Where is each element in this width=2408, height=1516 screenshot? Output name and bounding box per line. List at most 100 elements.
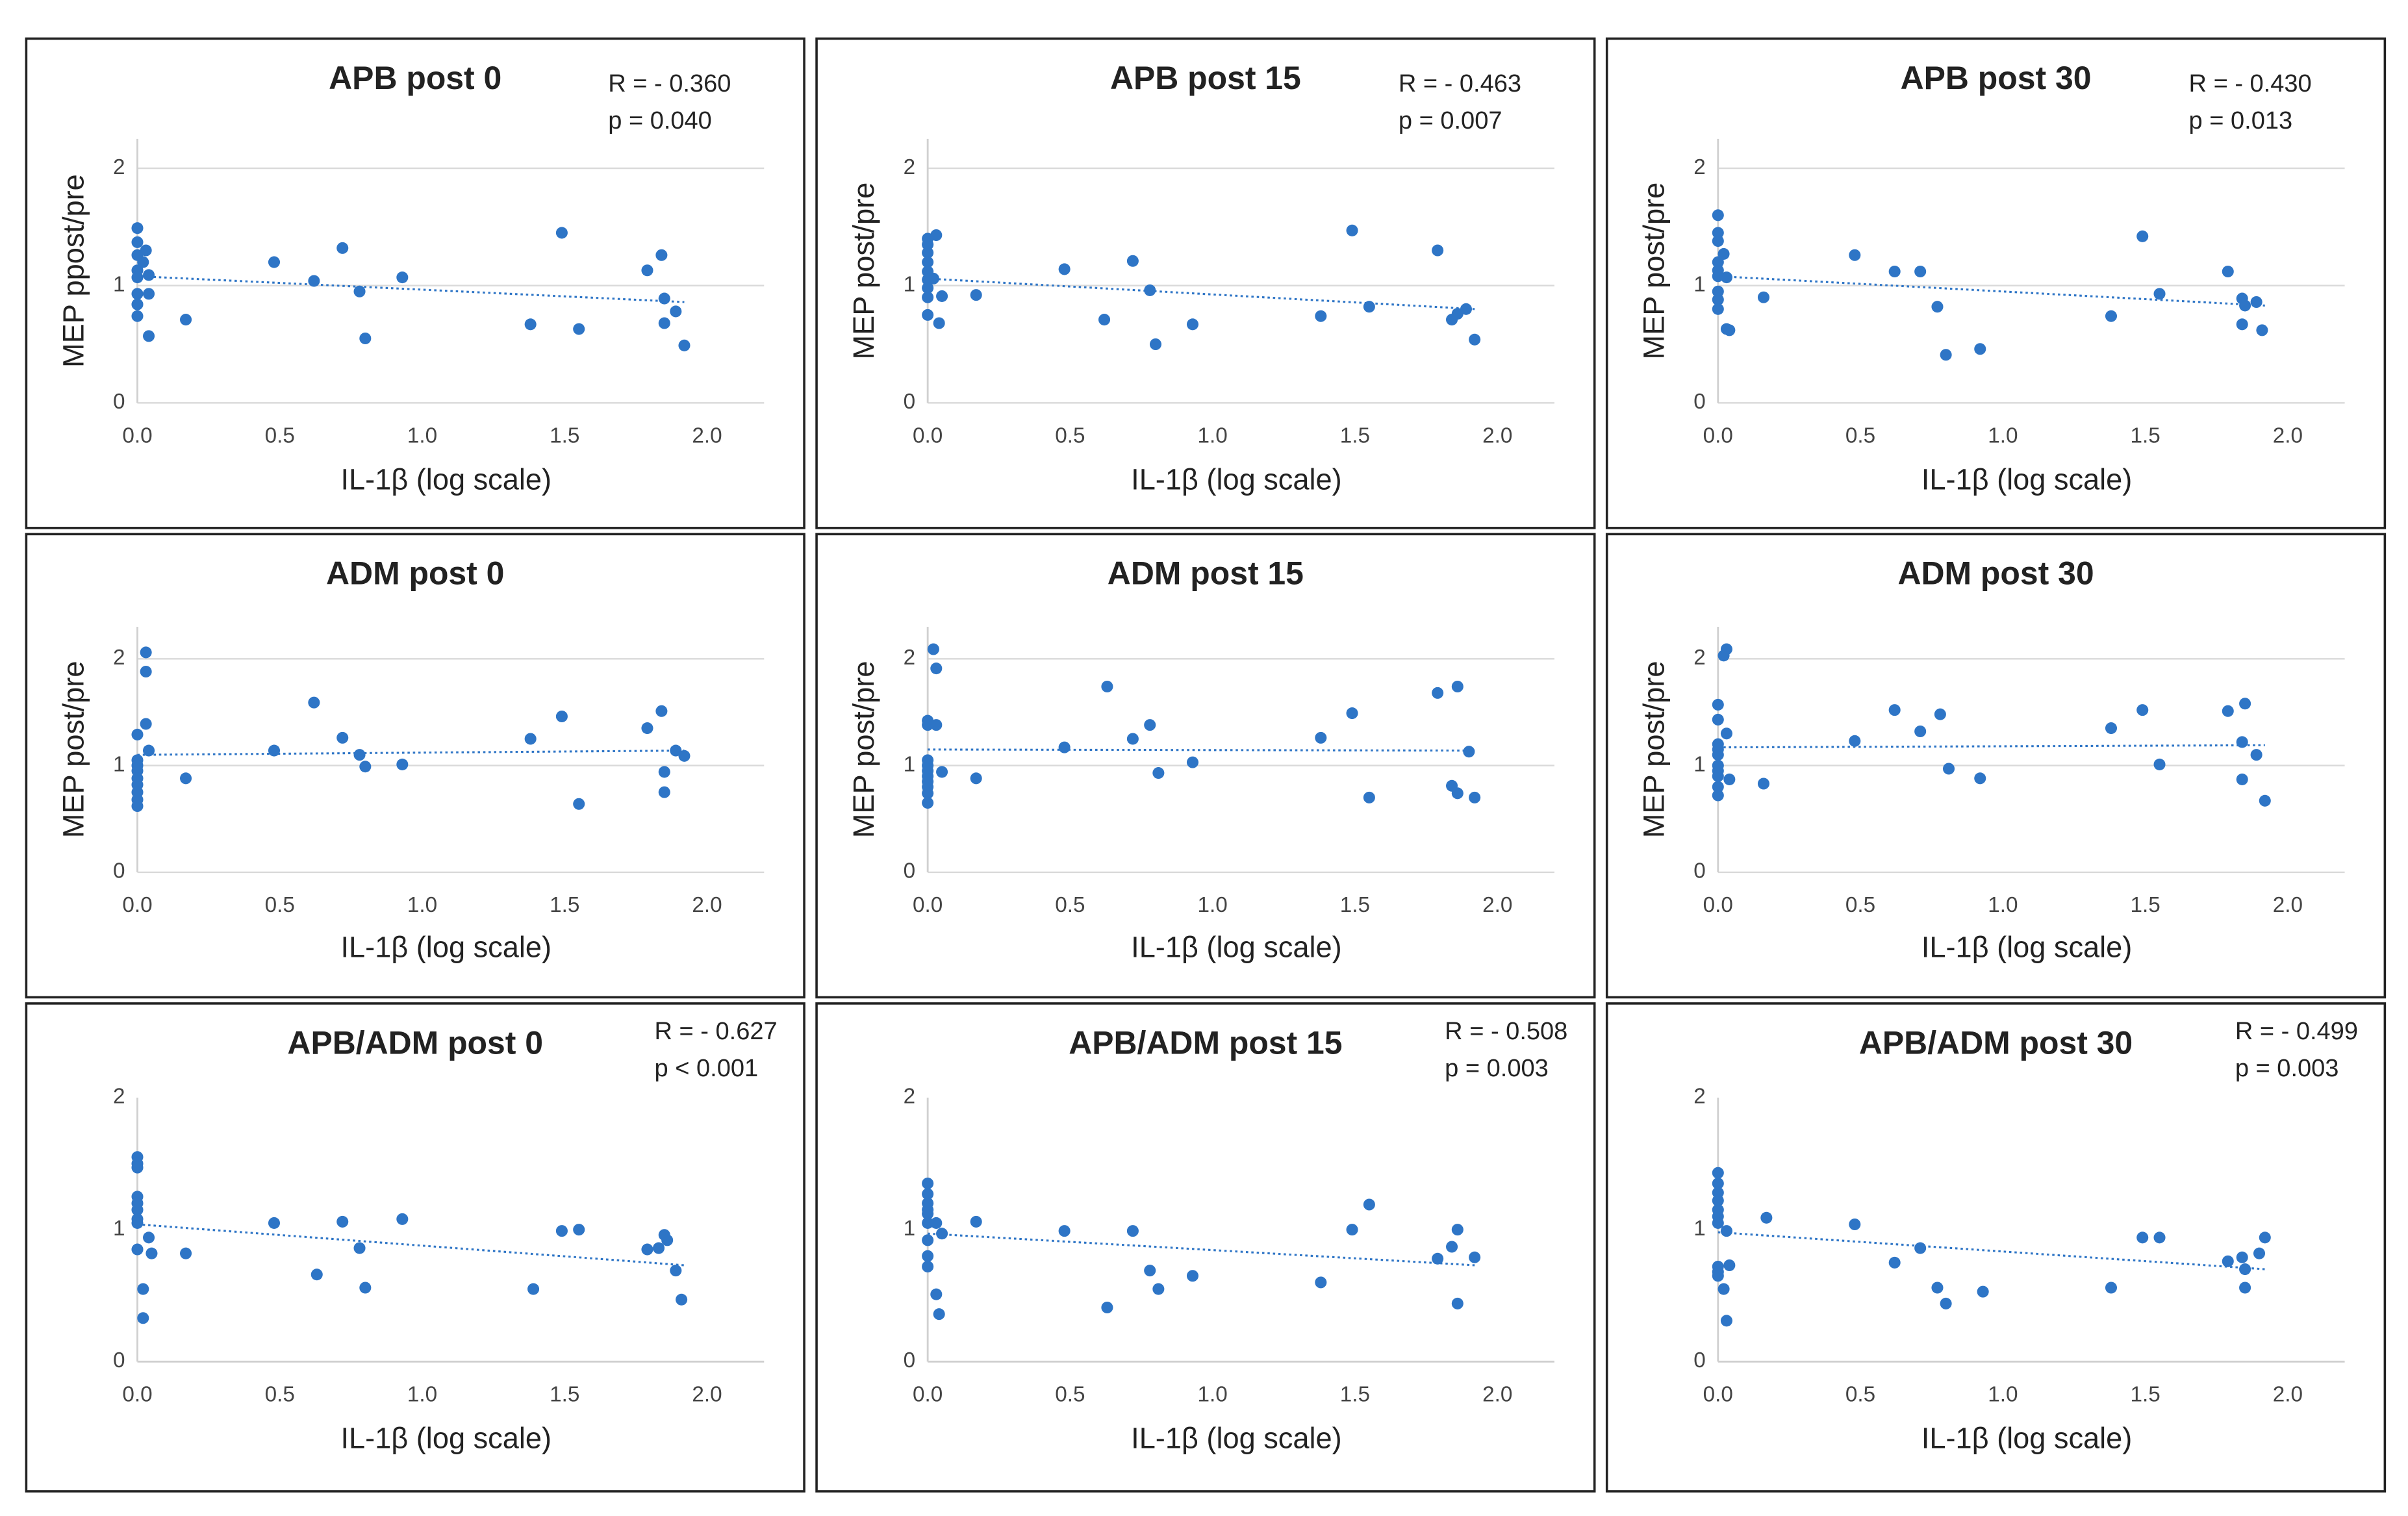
y-tick-label: 1 [113, 272, 125, 296]
x-tick-label: 1.0 [1198, 893, 1228, 917]
x-tick-label: 2.0 [692, 1382, 722, 1406]
point [146, 1247, 158, 1259]
point [131, 222, 144, 234]
point [555, 227, 568, 239]
point [970, 289, 982, 301]
point [131, 1243, 144, 1256]
point [131, 236, 144, 248]
point [1144, 284, 1156, 296]
point [970, 772, 982, 785]
point [1315, 1276, 1327, 1289]
point [1469, 333, 1481, 346]
point [933, 1308, 945, 1320]
point [1432, 244, 1444, 257]
point [1451, 308, 1464, 320]
point [396, 272, 409, 284]
y-tick-label: 1 [904, 752, 916, 776]
annotation: p = 0.003 [2235, 1055, 2339, 1082]
point [2239, 299, 2251, 312]
point [2236, 1251, 2248, 1263]
y-tick-label: 0 [113, 1348, 125, 1372]
point [1712, 285, 1724, 297]
point [1101, 680, 1113, 693]
point [2253, 1247, 2266, 1259]
point [930, 229, 943, 242]
point [1712, 1167, 1724, 1179]
point [359, 332, 372, 345]
point [308, 275, 320, 287]
point [1451, 1224, 1464, 1236]
point [140, 718, 152, 730]
point [670, 1265, 682, 1277]
y-tick-label: 2 [1693, 155, 1706, 179]
panel: APB post 30 R = - 0.430 p = 0.013 IL-1β (lo… [1605, 37, 2387, 529]
point [1712, 770, 1724, 783]
point [927, 272, 939, 284]
point [922, 1250, 934, 1262]
x-tick-label: 1.0 [1198, 423, 1228, 448]
trendline [137, 750, 685, 756]
x-tick-label: 0.0 [122, 1382, 152, 1406]
point [1463, 746, 1475, 758]
y-axis-label: MEP post/pre [847, 661, 880, 839]
panel: APB/ADM post 15 R = - 0.508 p = 0.003 IL-1β… [815, 1002, 1596, 1493]
point [1126, 255, 1139, 267]
y-tick-label: 2 [904, 646, 916, 670]
x-tick-label: 0.0 [1703, 1382, 1733, 1406]
chart-title: APB/ADM post 15 [1069, 1024, 1342, 1061]
point [131, 1204, 144, 1216]
point [678, 750, 691, 762]
chart-title: APB post 30 [1901, 60, 2092, 96]
x-axis-label: IL-1β (log scale) [1131, 931, 1341, 964]
point [131, 1161, 144, 1174]
point [2105, 722, 2118, 735]
point [1934, 708, 1946, 720]
point [661, 1234, 674, 1246]
point [1126, 1225, 1139, 1237]
point [1914, 725, 1927, 738]
point [2222, 265, 2234, 278]
panel: APB/ADM post 0 R = - 0.627 p < 0.001 IL-1β … [25, 1002, 805, 1493]
panel-border [1605, 1002, 2387, 1493]
point [1098, 314, 1111, 326]
point [555, 710, 568, 723]
y-tick-label: 0 [1693, 1348, 1706, 1372]
point [2105, 310, 2118, 322]
point [1712, 1194, 1724, 1207]
point [676, 1293, 688, 1306]
chart-title: APB/ADM post 30 [1859, 1024, 2133, 1061]
point [1720, 1225, 1732, 1237]
x-tick-label: 1.0 [407, 893, 437, 917]
point [2222, 705, 2234, 717]
point [1346, 1224, 1358, 1236]
point [1058, 1225, 1071, 1237]
x-tick-label: 2.0 [2273, 1382, 2303, 1406]
x-tick-label: 1.0 [407, 423, 437, 448]
point [927, 643, 939, 655]
point [678, 339, 691, 351]
point [922, 256, 934, 268]
point [930, 719, 943, 731]
chart-title: APB/ADM post 0 [287, 1024, 543, 1061]
point [1712, 781, 1724, 793]
point [1720, 1315, 1732, 1327]
x-tick-label: 0.5 [1055, 423, 1085, 448]
point [1940, 1297, 1952, 1309]
point [1723, 1259, 1736, 1272]
point [658, 292, 670, 305]
point [268, 256, 281, 268]
point [2250, 296, 2262, 309]
point [1186, 756, 1199, 768]
point [1446, 1241, 1458, 1253]
x-axis-label: IL-1β (log scale) [1131, 1421, 1341, 1454]
point [922, 1260, 934, 1273]
point [1469, 1251, 1481, 1263]
point [2250, 749, 2262, 761]
point [1720, 643, 1732, 655]
x-tick-label: 0.0 [913, 423, 943, 448]
panel-border [815, 37, 1596, 529]
annotation: R = - 0.360 [608, 70, 731, 97]
y-tick-label: 1 [1693, 1217, 1706, 1241]
point [143, 744, 155, 757]
